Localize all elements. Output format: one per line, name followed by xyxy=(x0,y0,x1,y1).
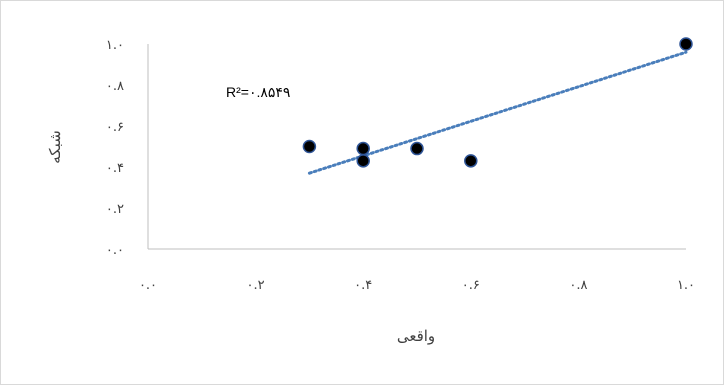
trendline xyxy=(307,50,688,175)
x-axis-title: واقعی xyxy=(397,327,435,345)
y-tick-labels: ۰.۰ ۰.۲ ۰.۴ ۰.۶ ۰.۸ ۱.۰ xyxy=(106,38,124,258)
data-point xyxy=(302,139,317,154)
data-point xyxy=(464,154,478,168)
data-point xyxy=(679,37,693,51)
data-points xyxy=(302,37,693,168)
data-point xyxy=(356,141,370,156)
x-tick-label: ۱.۰ xyxy=(677,278,695,293)
y-tick-label: ۰.۰ xyxy=(106,243,124,258)
x-tick-label: ۰.۶ xyxy=(462,278,480,293)
y-tick-label: ۰.۸ xyxy=(106,79,124,94)
y-tick-label: ۱.۰ xyxy=(106,38,124,53)
data-point xyxy=(410,141,424,156)
y-tick-label: ۰.۲ xyxy=(106,202,124,217)
x-tick-label: ۰.۸ xyxy=(569,278,587,293)
x-tick-label: ۰.۴ xyxy=(354,278,372,293)
y-tick-label: ۰.۴ xyxy=(106,161,124,176)
x-tick-label: ۰.۰ xyxy=(139,278,157,293)
y-axis-title: شبکه xyxy=(46,130,64,163)
x-tick-labels: ۰.۰ ۰.۲ ۰.۴ ۰.۶ ۰.۸ ۱.۰ xyxy=(139,278,695,293)
y-tick-label: ۰.۶ xyxy=(106,120,124,135)
x-tick-label: ۰.۲ xyxy=(247,278,265,293)
data-point xyxy=(356,154,370,168)
r-squared-label: R²=۰.۸۵۴۹ xyxy=(226,84,290,100)
